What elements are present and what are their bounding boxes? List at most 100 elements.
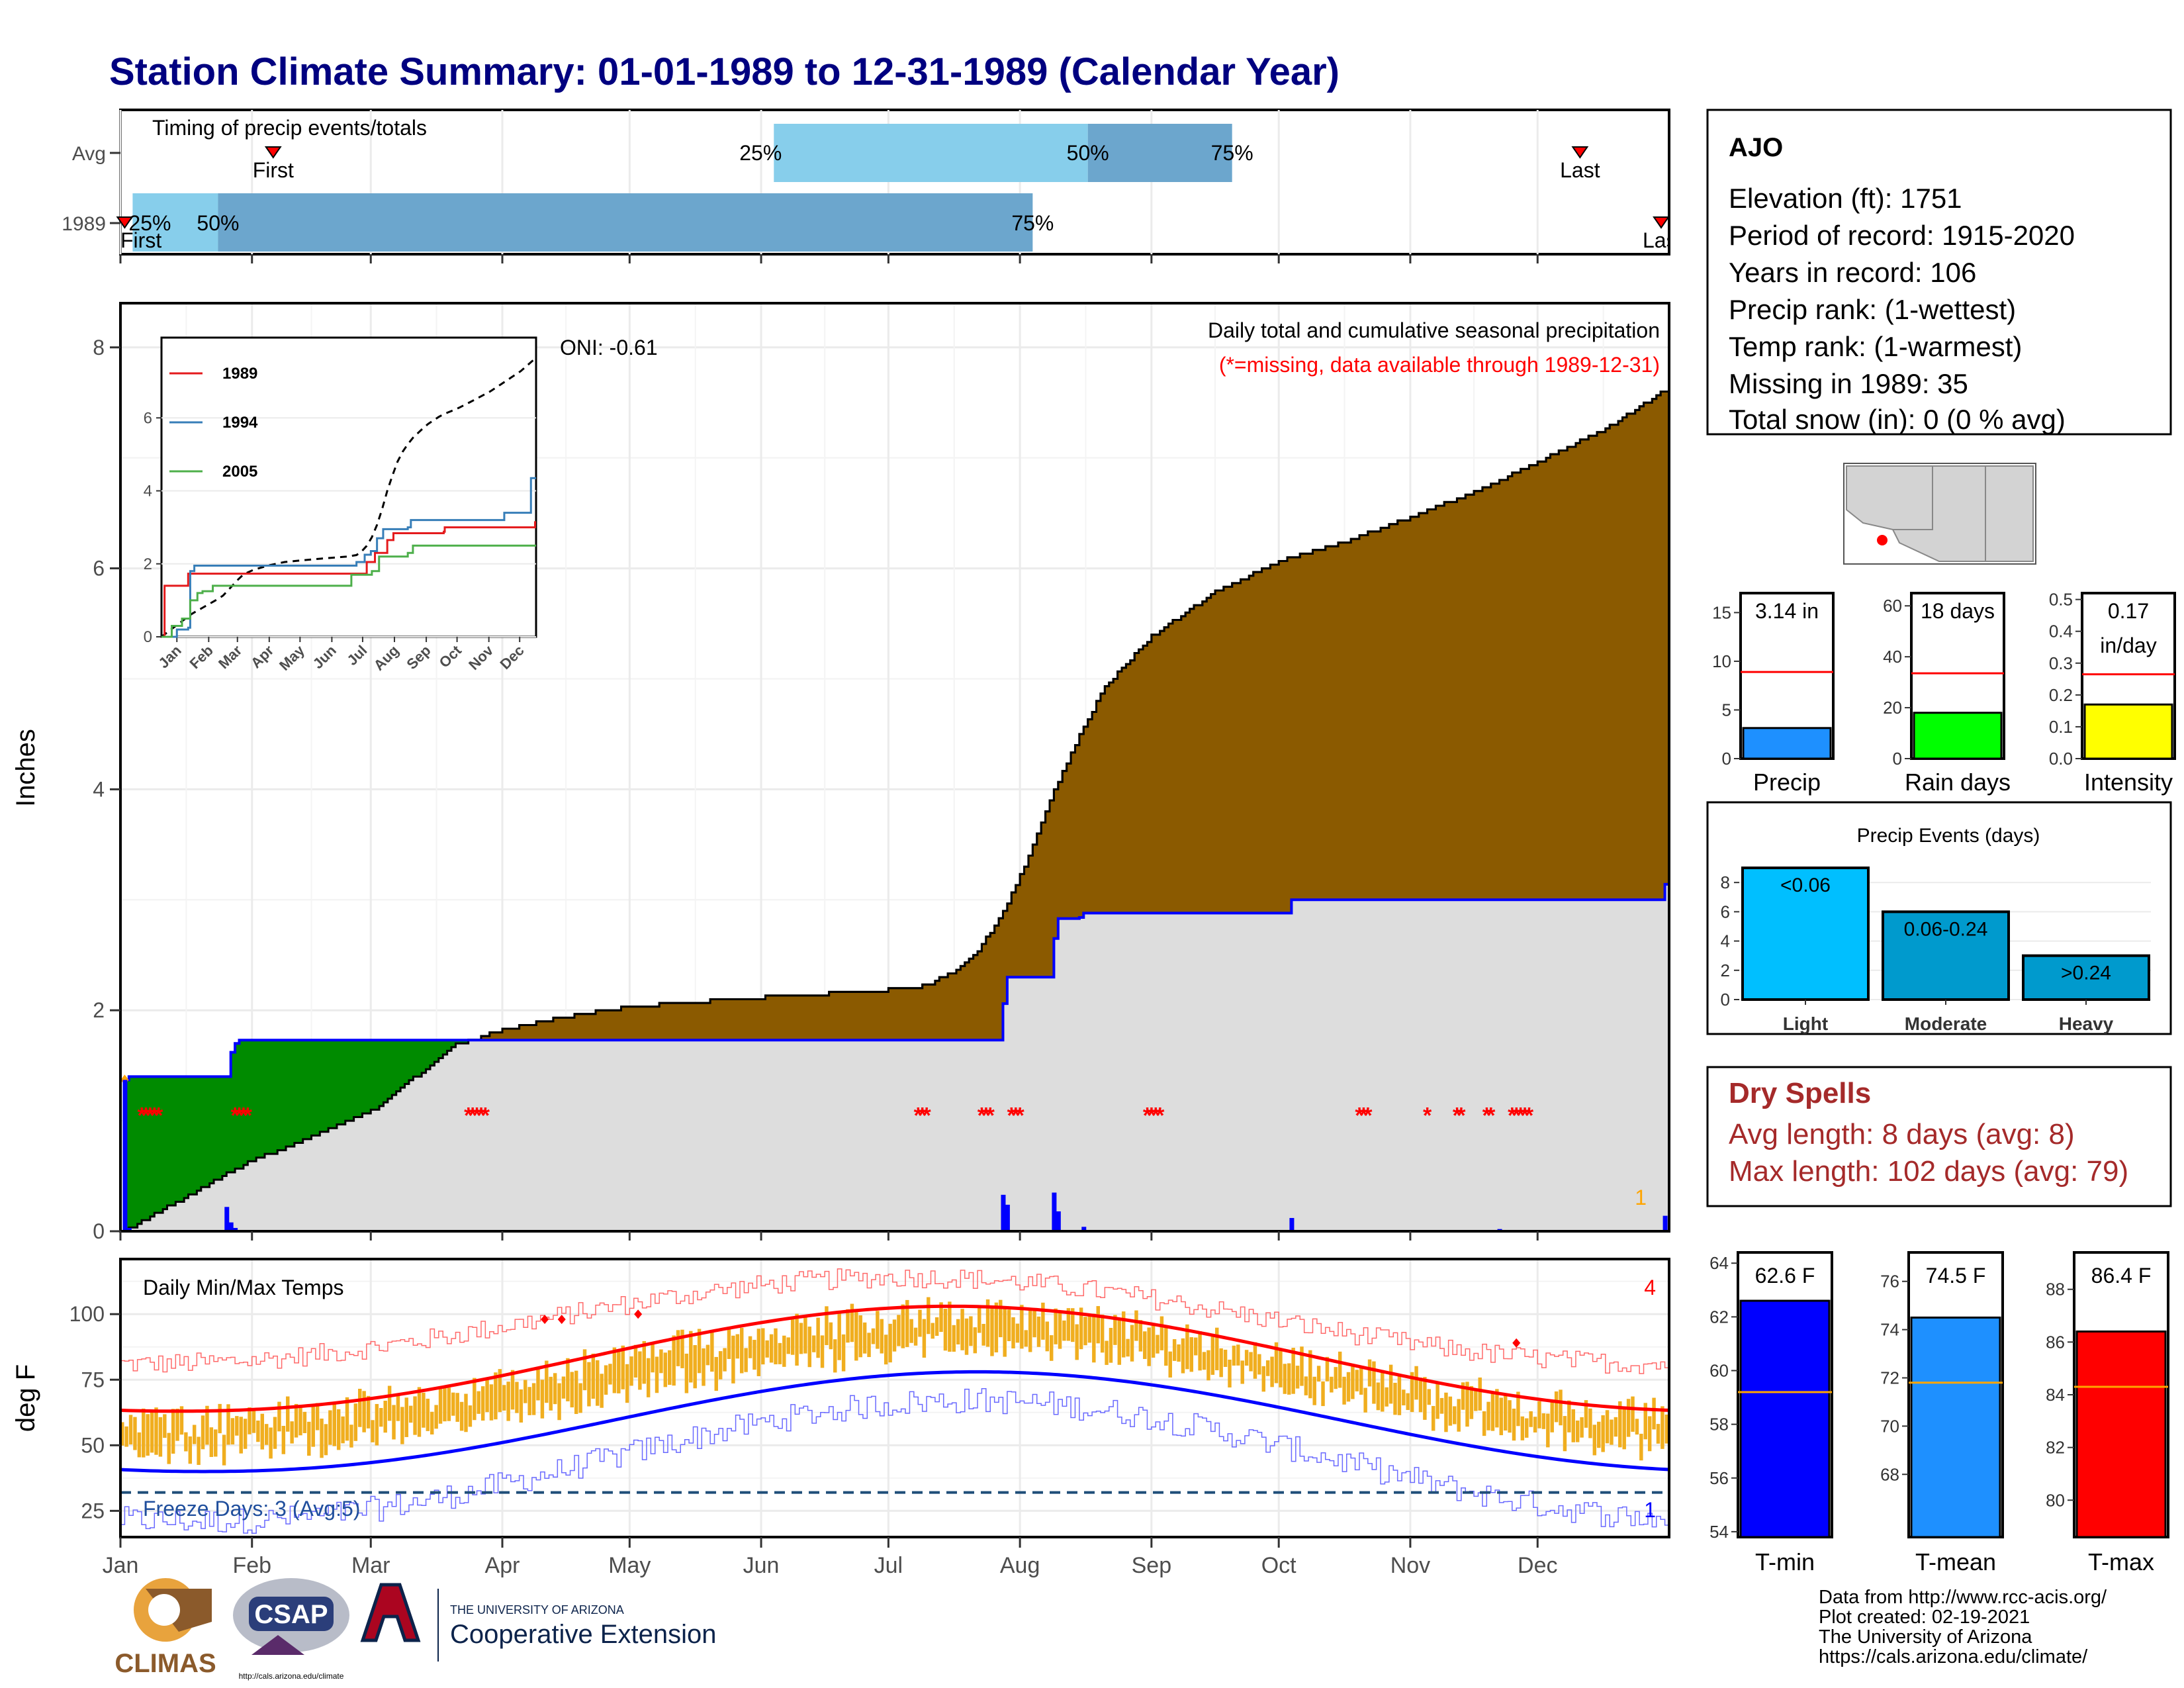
- daily-temp-bar: [1580, 1417, 1584, 1438]
- daily-temp-bar: [1486, 1401, 1490, 1430]
- daily-temp-bar: [744, 1348, 748, 1372]
- daily-temp-bar: [1342, 1376, 1346, 1405]
- daily-temp-bar: [854, 1312, 858, 1361]
- daily-temp-bar: [1575, 1420, 1580, 1442]
- missing-day-marker: *: [464, 1103, 473, 1128]
- daily-temp-bar: [1334, 1367, 1338, 1389]
- precip-events-panel: Precip Events (days) <0.06 Light 0.06-0.24…: [1706, 801, 2172, 1035]
- daily-temp-bar: [901, 1304, 905, 1348]
- temp-ytick-label: 25: [81, 1499, 105, 1523]
- daily-temp-bar: [1381, 1370, 1385, 1412]
- record-min-line: [120, 1388, 1669, 1534]
- daily-temp-bar: [557, 1383, 561, 1421]
- daily-temp-bar: [596, 1360, 600, 1406]
- daily-temp-bar: [1330, 1376, 1334, 1393]
- timing-avg-last-label: Last: [1560, 158, 1600, 182]
- daily-temp-bar: [1300, 1346, 1304, 1386]
- climas-logo-text: CLIMAS: [114, 1649, 216, 1678]
- daily-temp-bar: [332, 1403, 336, 1446]
- daily-temp-bar: [1406, 1393, 1410, 1411]
- daily-temp-bar: [1516, 1391, 1520, 1427]
- daily-temp-bar: [778, 1342, 782, 1364]
- daily-temp-bar: [1185, 1324, 1189, 1370]
- events-ytick-label: 6: [1721, 902, 1730, 921]
- daily-temp-bar: [1312, 1376, 1316, 1405]
- daily-temp-bar: [1249, 1352, 1253, 1372]
- daily-temp-bar: [1592, 1425, 1597, 1456]
- info-missing: Missing in 1989: 35: [1729, 368, 1968, 399]
- temp-bar-label-bg: [1911, 1255, 2000, 1308]
- daily-temp-bar: [1457, 1399, 1461, 1432]
- daily-temp-bar: [1024, 1330, 1028, 1347]
- daily-temp-bar: [646, 1358, 651, 1397]
- daily-temp-bar: [1393, 1382, 1397, 1415]
- daily-temp-bar: [438, 1388, 443, 1424]
- daily-temp-bar: [451, 1392, 455, 1416]
- daily-temp-bar: [850, 1303, 854, 1342]
- daily-temp-bar: [167, 1432, 171, 1464]
- timing-avg-first-marker: [264, 146, 282, 159]
- credit-data: Data from http://www.rcc-acis.org/: [1819, 1587, 2107, 1608]
- daily-temp-bar: [1622, 1408, 1626, 1450]
- missing-day-marker: *: [1359, 1103, 1369, 1128]
- daily-temp-bar: [1533, 1417, 1537, 1432]
- daily-temp-bar: [1236, 1344, 1240, 1366]
- temp-ytick-label: 75: [81, 1368, 105, 1391]
- ua-bottom-text: Cooperative Extension: [450, 1620, 716, 1649]
- temp-bar-category-label: T-min: [1755, 1548, 1815, 1575]
- events-ytick-label: 4: [1721, 931, 1730, 951]
- daily-temp-bar: [1177, 1344, 1181, 1362]
- daily-temp-bar: [1206, 1350, 1210, 1381]
- missing-day-marker: *: [1355, 1103, 1364, 1128]
- timing-avg-p25-label: 25%: [739, 141, 782, 165]
- daily-temp-bar: [506, 1382, 510, 1421]
- timing-row-1989: 1989: [62, 213, 106, 235]
- credit-university: The University of Arizona: [1819, 1626, 2032, 1648]
- daily-temp-bar: [1058, 1313, 1062, 1349]
- daily-temp-bar: [443, 1385, 447, 1422]
- daily-temp-bar: [404, 1397, 408, 1437]
- daily-temp-bar: [447, 1387, 451, 1421]
- year-cumulative-line: [120, 882, 1669, 1233]
- temp-bar-ytick-label: 74: [1880, 1320, 1899, 1340]
- timing-avg-q50-q75-bar: [1087, 124, 1232, 182]
- daily-temp-bar: [1223, 1349, 1228, 1367]
- daily-temp-bar: [273, 1417, 277, 1449]
- daily-temp-bar: [400, 1407, 404, 1444]
- missing-day-marker: *: [1508, 1103, 1517, 1128]
- daily-temp-bar: [1130, 1325, 1134, 1362]
- daily-temp-bar: [1359, 1366, 1363, 1395]
- daily-temp-bar: [540, 1380, 545, 1419]
- missing-day-marker: *: [914, 1103, 923, 1128]
- missing-day-marker: *: [468, 1103, 477, 1128]
- daily-temp-bar: [689, 1331, 693, 1383]
- daily-temp-bar: [1529, 1411, 1533, 1427]
- record-high-marker: [557, 1315, 566, 1325]
- daily-temp-bar: [201, 1415, 205, 1450]
- mini-bar-ytick-label: 0.2: [2049, 685, 2073, 705]
- page-title: Station Climate Summary: 01-01-1989 to 1…: [109, 50, 1340, 93]
- daily-temp-bar: [1584, 1400, 1588, 1428]
- daily-temp-bar: [1567, 1400, 1571, 1432]
- mini-bar-value-label: 18 days: [1921, 599, 1995, 623]
- daily-temp-bar: [841, 1334, 846, 1372]
- daily-temp-bar: [702, 1348, 705, 1386]
- daily-temp-bar: [1461, 1382, 1465, 1410]
- daily-temp-bar: [1198, 1331, 1202, 1371]
- daily-temp-bar: [1664, 1414, 1669, 1444]
- credit-created: Plot created: 02-19-2021: [1819, 1607, 2030, 1628]
- daily-temp-bar: [1376, 1382, 1381, 1411]
- record-high-marker: [1512, 1338, 1521, 1348]
- daily-temp-bar: [536, 1369, 540, 1401]
- mini-bar-category-label: Intensity: [2084, 769, 2173, 796]
- missing-day-marker: *: [1453, 1103, 1462, 1128]
- daily-temp-bar: [1465, 1382, 1469, 1427]
- daily-temp-bar: [604, 1365, 608, 1395]
- daily-temp-bar: [128, 1415, 133, 1445]
- mini-bar-ytick-label: 0.1: [2049, 717, 2073, 737]
- daily-temp-bar: [1232, 1345, 1236, 1366]
- mini-bar-ytick-label: 20: [1883, 698, 1902, 718]
- daily-temp-bar: [638, 1351, 642, 1390]
- daily-temp-bar: [1083, 1317, 1087, 1346]
